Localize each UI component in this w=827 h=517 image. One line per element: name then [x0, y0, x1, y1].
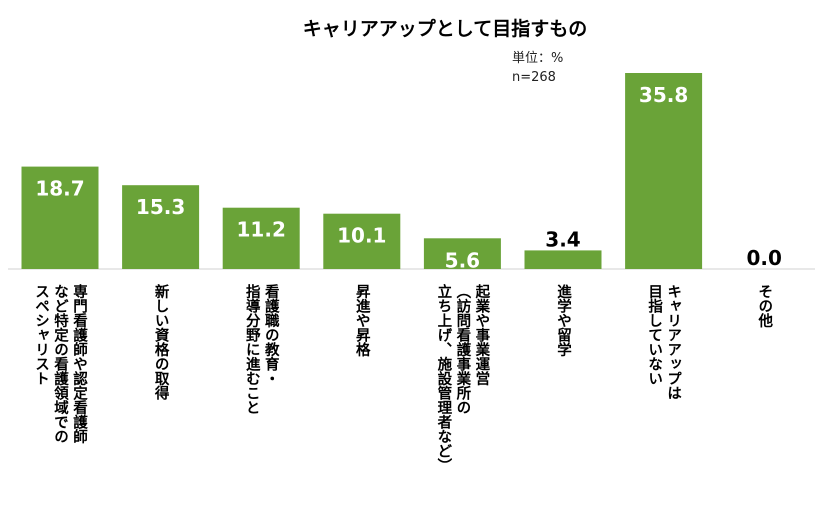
bar	[122, 185, 200, 269]
category-label-line: 起業や事業運営	[473, 284, 490, 387]
category-label: 新しい資格の取得	[153, 283, 170, 402]
category-label-line: 看護職の教育・	[263, 284, 280, 386]
category-label-line: キャリアアップは	[665, 284, 681, 400]
sample-size-note: n=268	[512, 70, 556, 85]
category-label: 進学や留学	[555, 284, 571, 358]
category-label-line: 立ち上げ、施設管理者など）	[435, 283, 452, 473]
data-label: 18.7	[35, 177, 84, 201]
category-label: 昇進や昇格	[354, 284, 370, 358]
bars-group	[21, 73, 703, 269]
bar	[21, 166, 99, 269]
category-label-line: など特定の看護領域での	[52, 284, 68, 444]
value-labels-group: 18.7 15.3 11.2 10.1 5.6 3.4 35.8 0.0	[35, 83, 782, 272]
category-label-line: 進学や留学	[555, 284, 571, 358]
data-label: 10.1	[337, 224, 386, 248]
bar	[423, 238, 501, 269]
data-label: 5.6	[445, 248, 480, 272]
category-label-line: 昇進や昇格	[354, 284, 370, 358]
category-label-line: 指導分野に進むこと	[244, 283, 260, 415]
data-label: 35.8	[639, 83, 688, 107]
bar	[625, 73, 703, 269]
chart-title: キャリアアップとして目指すもの	[303, 17, 587, 40]
data-label: 15.3	[136, 195, 185, 219]
category-label: 看護職の教育・指導分野に進むこと	[244, 283, 280, 415]
category-label: その他	[756, 284, 773, 329]
category-label-line: その他	[756, 284, 773, 329]
data-label: 0.0	[746, 246, 781, 270]
data-label: 11.2	[237, 218, 286, 242]
unit-note: 単位：%	[512, 50, 563, 66]
data-label: 3.4	[545, 227, 580, 251]
category-label-line: （訪問看護事業所の	[454, 284, 471, 415]
category-label-line: 新しい資格の取得	[153, 283, 170, 402]
bar	[524, 250, 602, 269]
category-label-line: 専門看護師や認定看護師	[71, 283, 87, 445]
category-label-line: スペシャリスト	[33, 284, 49, 386]
category-label-line: 目指していない	[646, 284, 662, 386]
bar	[323, 213, 401, 269]
bar	[222, 207, 300, 269]
